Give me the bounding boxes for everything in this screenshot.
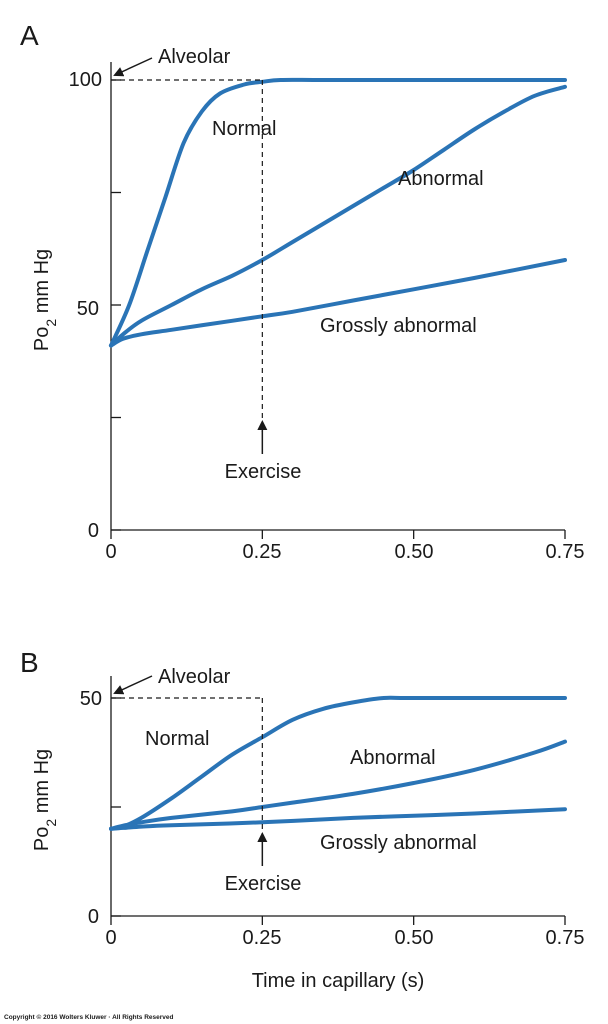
series-line-normal bbox=[109, 695, 567, 831]
x-axis-label: Time in capillary (s) bbox=[252, 970, 425, 992]
exercise-label: Exercise bbox=[225, 461, 302, 483]
chart-panel-a: A 0 0.25 0.50 0.75 0 50 100 Po2 mm Hg Al… bbox=[20, 20, 584, 563]
reference-lines bbox=[111, 57, 268, 454]
x-tick-label: 0.75 bbox=[546, 927, 585, 949]
y-tick-label: 0 bbox=[88, 906, 99, 928]
panel-label: A bbox=[20, 20, 39, 51]
alveolar-label: Alveolar bbox=[158, 46, 231, 68]
y-axis-label: Po2 mm Hg bbox=[31, 249, 59, 351]
series-line-normal bbox=[109, 77, 567, 348]
tick-labels: 0 0.25 0.50 0.75 0 50 bbox=[80, 688, 585, 949]
series-label-abnormal: Abnormal bbox=[350, 747, 436, 769]
chart-panel-b: B 0 0.25 0.50 0.75 0 50 Po2 mm Hg Alveol… bbox=[20, 647, 584, 949]
series-lines bbox=[109, 695, 567, 831]
exercise-label: Exercise bbox=[225, 873, 302, 895]
series-label-normal: Normal bbox=[212, 118, 276, 140]
series-label-grossly-abnormal: Grossly abnormal bbox=[320, 315, 477, 337]
y-tick-label: 100 bbox=[69, 69, 102, 91]
series-line-abnormal bbox=[109, 84, 567, 348]
x-tick-label: 0 bbox=[105, 927, 116, 949]
x-tick-label: 0.75 bbox=[546, 541, 585, 563]
tick-labels: 0 0.25 0.50 0.75 0 50 100 bbox=[69, 69, 585, 563]
x-tick-label: 0 bbox=[105, 541, 116, 563]
y-tick-label: 50 bbox=[80, 688, 102, 710]
series-label-abnormal: Abnormal bbox=[398, 168, 484, 190]
y-tick-label: 0 bbox=[88, 520, 99, 542]
series-line-abnormal bbox=[109, 739, 567, 831]
axis-ticks bbox=[110, 79, 566, 539]
x-tick-label: 0.50 bbox=[395, 541, 434, 563]
alveolar-arrow bbox=[113, 675, 153, 695]
series-label-normal: Normal bbox=[145, 728, 209, 750]
series-lines bbox=[109, 77, 567, 348]
x-tick-label: 0.50 bbox=[395, 927, 434, 949]
alveolar-label: Alveolar bbox=[158, 666, 231, 688]
y-tick-label: 50 bbox=[77, 298, 99, 320]
alveolar-arrow bbox=[113, 57, 153, 77]
y-axis-label: Po2 mm Hg bbox=[31, 749, 59, 851]
x-tick-label: 0.25 bbox=[243, 927, 282, 949]
x-tick-label: 0.25 bbox=[243, 541, 282, 563]
series-line-grossly-abnormal bbox=[109, 807, 567, 831]
series-label-grossly-abnormal: Grossly abnormal bbox=[320, 832, 477, 854]
reference-lines bbox=[111, 675, 268, 866]
panel-label: B bbox=[20, 647, 39, 678]
copyright-notice: Copyright © 2016 Wolters Kluwer · All Ri… bbox=[4, 1013, 174, 1021]
